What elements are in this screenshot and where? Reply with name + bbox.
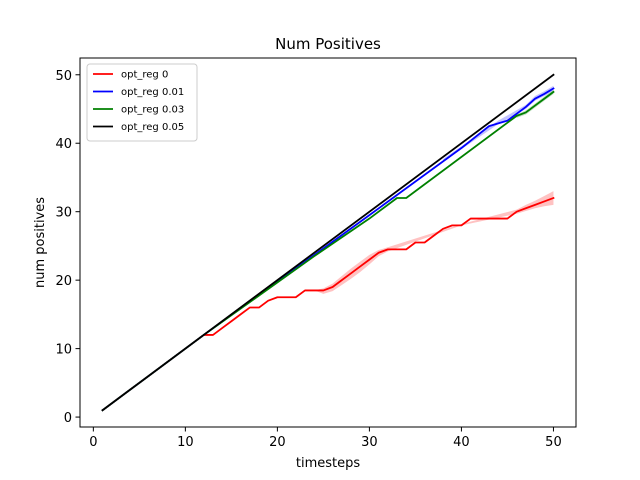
x-tick-label: 50 [545,435,562,450]
y-tick-label: 30 [55,206,72,221]
plot-frame [79,57,577,428]
x-tick-label: 20 [269,435,286,450]
y-tick-label: 0 [64,411,72,426]
legend-entry-label: opt_reg 0.03 [121,105,184,116]
series-band-opt-reg-0-03 [516,89,554,118]
y-tick-label: 50 [55,69,72,84]
series-line-opt-reg-0 [101,196,555,412]
chart-title: Num Positives [275,35,381,53]
series-band-opt-reg-0 [314,191,554,294]
legend: opt_reg 0 opt_reg 0.01 opt_reg 0.03 opt_reg… [86,63,198,142]
legend-entry-label: opt_reg 0.01 [121,87,184,98]
series-group [101,73,555,412]
series-line-opt-reg-0-03 [101,90,555,412]
legend-box [86,63,198,142]
y-tick-label: 40 [55,137,72,152]
x-tick-label: 30 [361,435,378,450]
y-axis-label: num positives [33,197,48,288]
x-tick-label: 10 [177,435,194,450]
legend-entry-label: opt_reg 0.05 [121,122,184,133]
x-tick-label: 40 [453,435,470,450]
y-tick-label: 20 [55,274,72,289]
legend-entry-label: opt_reg 0 [121,70,168,81]
series-line-opt-reg-0-05 [101,73,555,412]
x-axis-label: timesteps [296,456,360,471]
x-tick-label: 0 [89,435,97,450]
y-tick-label: 10 [55,343,72,358]
